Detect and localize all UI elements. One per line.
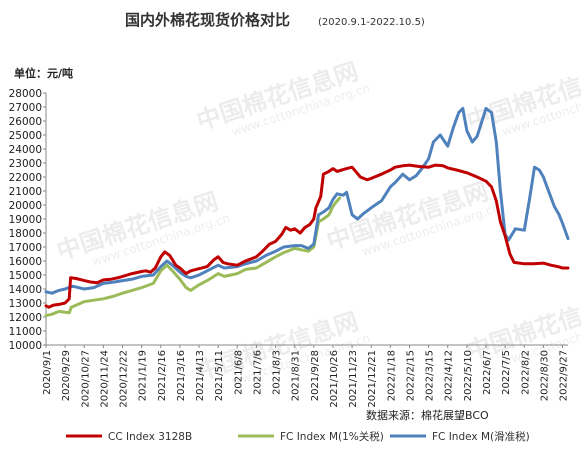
x-tick-label: 2021/7/6 (252, 350, 263, 395)
x-tick-label: 2021/10/26 (329, 350, 340, 408)
series-line-1 (44, 196, 342, 318)
x-tick-label: 2021/8/31 (291, 350, 302, 401)
x-tick-label: 2022/5/10 (463, 350, 474, 401)
legend: CC Index 3128B FC Index M(1%关税) FC Index M… (66, 430, 530, 443)
data-source-note: 数据来源：棉花展望BCO (366, 408, 489, 422)
y-tick-label: 11000 (9, 326, 42, 338)
series-layer (44, 106, 570, 318)
y-tick-label: 15000 (9, 270, 42, 282)
x-tick-label: 2022/1/18 (386, 350, 397, 401)
x-tick-label: 2022/3/15 (425, 350, 436, 401)
y-tick-label: 19000 (9, 214, 42, 226)
y-tick-label: 24000 (9, 144, 42, 156)
y-axis-unit-label: 单位：元/吨 (14, 66, 73, 80)
x-tick-label: 2021/2/16 (157, 350, 168, 401)
chart-subtitle: (2020.9.1-2022.10.5) (318, 17, 425, 28)
x-tick-label: 2021/12/21 (367, 350, 378, 408)
x-tick-label: 2022/7/5 (501, 350, 512, 395)
axes: 10000 11000 12000 13000 14000 15000 16000 17000… (9, 88, 570, 408)
legend-label-1: FC Index M(1%关税) (280, 430, 384, 443)
series-line-2 (44, 106, 570, 295)
x-tick-label: 2021/4/13 (195, 350, 206, 401)
x-tick-label: 2022/8/2 (520, 350, 531, 395)
series-line-0 (44, 163, 570, 309)
x-tick-label: 2022/2/15 (405, 350, 416, 401)
x-tick-label: 2021/8/3 (272, 350, 283, 395)
legend-label-2: FC Index M(滑准税) (432, 430, 530, 443)
x-tick-label: 2020/10/27 (80, 350, 91, 408)
chart-title: 国内外棉花现货价格对比 (125, 11, 290, 29)
y-tick-label: 27000 (9, 102, 42, 114)
y-tick-label: 23000 (9, 158, 42, 170)
y-tick-label: 17000 (9, 242, 42, 254)
x-tick-label: 2021/6/8 (233, 350, 244, 395)
y-tick-label: 20000 (9, 200, 42, 212)
y-tick-label: 25000 (9, 130, 42, 142)
y-tick-label: 22000 (9, 172, 42, 184)
x-tick-label: 2022/8/30 (539, 350, 550, 401)
x-tick-label: 2020/9/1 (42, 350, 53, 395)
y-tick-label: 18000 (9, 228, 42, 240)
x-tick-label: 2020/12/22 (119, 350, 130, 408)
x-tick-label: 2021/1/19 (138, 350, 149, 401)
legend-label-0: CC Index 3128B (108, 431, 192, 443)
x-tick-label: 2020/9/29 (61, 350, 72, 401)
x-tick-label: 2020/11/24 (99, 350, 110, 408)
x-tick-label: 2021/11/23 (348, 350, 359, 408)
y-tick-label: 13000 (9, 298, 42, 310)
x-tick-label: 2022/9/27 (559, 350, 570, 401)
y-tick-label: 12000 (9, 312, 42, 324)
x-tick-label: 2021/9/28 (310, 350, 321, 401)
y-tick-label: 16000 (9, 256, 42, 268)
y-tick-label: 10000 (9, 340, 42, 352)
x-tick-label: 2022/4/12 (444, 350, 455, 401)
x-tick-label: 2022/6/7 (482, 350, 493, 395)
y-tick-label: 21000 (9, 186, 42, 198)
y-tick-label: 14000 (9, 284, 42, 296)
y-tick-label: 28000 (9, 88, 42, 100)
x-tick-label: 2021/3/16 (176, 350, 187, 401)
x-tick-label: 2021/5/11 (214, 350, 225, 401)
y-tick-label: 26000 (9, 116, 42, 128)
